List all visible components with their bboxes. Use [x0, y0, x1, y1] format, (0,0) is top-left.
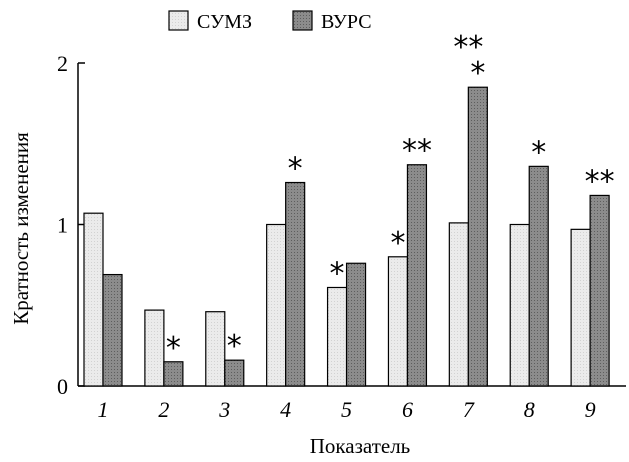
bar-series-1 [509, 223, 530, 387]
y-tick-label: 2 [57, 51, 68, 76]
x-tick-label: 2 [158, 397, 169, 422]
significance-label: ** [585, 164, 615, 199]
bar-series-2 [285, 181, 306, 387]
significance-label: * [227, 329, 242, 364]
bar-series-2 [224, 359, 245, 387]
x-tick-label: 9 [585, 397, 596, 422]
y-tick-label: 1 [57, 213, 68, 238]
bar-series-1 [326, 286, 348, 387]
bar-series-2 [467, 86, 488, 387]
legend-label: ВУРС [321, 11, 372, 33]
significance-label: ** [402, 134, 432, 169]
significance-markers: * ************ [166, 30, 615, 366]
y-axis-title: Кратность изменения [9, 132, 33, 325]
bar-series-2 [102, 273, 123, 387]
bar-series-1 [448, 222, 469, 387]
bars [83, 86, 610, 387]
bar-series-1 [266, 223, 287, 387]
bar-series-1 [144, 309, 165, 387]
bar-series-2 [345, 262, 367, 387]
significance-label: * [166, 331, 181, 366]
legend: СУМЗ ВУРС [168, 10, 372, 33]
bar-series-1 [387, 256, 409, 387]
bar-series-2 [528, 165, 549, 387]
x-tick-label: 5 [341, 397, 352, 422]
bar-series-1 [83, 212, 104, 387]
bar-series-2 [163, 361, 184, 387]
bar-series-1 [205, 311, 226, 387]
significance-label: * [330, 256, 345, 291]
significance-label: * [470, 56, 485, 91]
x-tick-label: 4 [280, 397, 291, 422]
legend-swatch [292, 10, 313, 31]
legend-label: СУМЗ [197, 11, 252, 33]
legend-swatch [168, 10, 189, 31]
x-tick-label: 7 [463, 397, 475, 422]
bar-series-2 [589, 194, 610, 387]
bar-series-1 [570, 228, 591, 387]
significance-label: ** [453, 30, 483, 65]
significance-label: * [531, 135, 546, 170]
x-tick-label: 3 [218, 397, 230, 422]
x-axis-title: Показатель [310, 434, 411, 458]
significance-label: * [288, 152, 303, 187]
y-tick-label: 0 [57, 374, 68, 399]
bar-series-2 [406, 164, 428, 387]
x-tick-label: 8 [524, 397, 535, 422]
significance-label: * [390, 226, 405, 261]
x-tick-label: 6 [402, 397, 413, 422]
x-tick-label: 1 [98, 397, 109, 422]
